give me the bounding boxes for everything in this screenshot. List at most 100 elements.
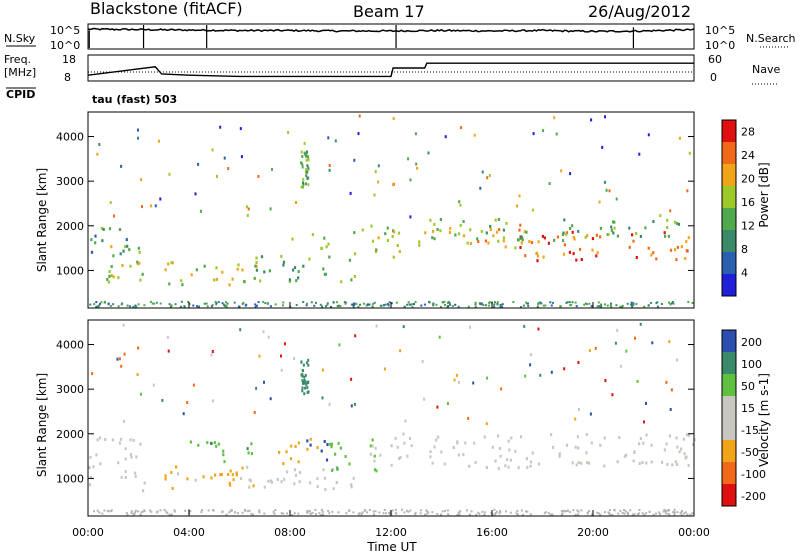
echo-cell-2 — [171, 261, 174, 265]
echo-cell-0 — [124, 245, 127, 249]
echo-cell-6 — [497, 239, 500, 243]
sparse-cell — [415, 162, 418, 166]
echo-cell-6 — [348, 462, 351, 466]
echo-cell-8 — [678, 450, 681, 454]
ground-scatter-cell — [544, 304, 547, 307]
sparse-cell — [263, 380, 265, 384]
sparse-cell — [137, 128, 139, 132]
echo-cell-8 — [550, 433, 553, 437]
ground-scatter-cell — [387, 304, 390, 307]
power-colorbar-swatch — [722, 120, 736, 143]
echo-cell-0 — [95, 453, 98, 457]
sparse-cell — [438, 335, 441, 339]
ground-scatter-cell — [180, 300, 183, 303]
ground-scatter-cell — [187, 508, 190, 511]
ground-scatter-cell — [237, 512, 239, 515]
ground-scatter-cell — [120, 303, 123, 306]
sparse-cell — [589, 412, 592, 416]
echo-cell-7 — [655, 257, 658, 261]
echo-cell-1 — [90, 238, 93, 242]
sky-axis-top-right: 10^5 — [705, 24, 735, 37]
echo-cell-2 — [215, 277, 218, 281]
ground-scatter-cell — [656, 301, 659, 304]
echo-cell-8 — [569, 226, 572, 230]
ground-scatter-cell — [607, 511, 610, 514]
echo-cell-5 — [386, 239, 389, 242]
echo-cell-8 — [457, 453, 460, 457]
ground-scatter-cell — [254, 303, 257, 306]
echo-cell-1 — [202, 475, 205, 479]
ground-scatter-cell — [560, 510, 563, 512]
echo-cell-1 — [102, 227, 105, 231]
ground-scatter-cell — [626, 511, 629, 514]
sparse-cell — [321, 368, 324, 372]
ground-scatter-cell — [568, 301, 571, 304]
ground-scatter-cell — [447, 305, 450, 308]
echo-cell-0 — [107, 280, 110, 284]
ground-scatter-cell — [143, 510, 146, 513]
echo-cell-1 — [210, 476, 213, 480]
echo-cell-7 — [565, 231, 569, 235]
sparse-cell — [421, 360, 424, 363]
sparse-cell — [479, 186, 482, 190]
echo-cell-2 — [280, 480, 283, 484]
ground-scatter-cell — [390, 302, 393, 305]
echo-cell-7 — [537, 240, 540, 244]
echo-cell-5 — [353, 231, 356, 235]
ground-scatter-cell — [537, 303, 540, 306]
power-panel — [89, 114, 694, 309]
ground-scatter-cell — [443, 300, 446, 303]
echo-cell-3 — [348, 258, 351, 262]
echo-cell-0 — [124, 447, 127, 451]
ground-scatter-cell — [314, 513, 317, 516]
echo-cell-8 — [618, 436, 621, 439]
sparse-cell — [524, 374, 527, 378]
echo-cell-0 — [138, 250, 141, 254]
ground-scatter-cell — [151, 302, 154, 305]
sparse-cell — [423, 397, 426, 401]
echo-cell-7 — [647, 246, 650, 250]
echo-cell-8 — [683, 452, 686, 456]
ground-scatter-cell — [623, 509, 626, 511]
echo-cell-0 — [108, 274, 111, 278]
ground-scatter-cell — [493, 303, 496, 306]
echo-cell-8 — [526, 465, 529, 469]
power-ylabel: Slant Range [km] — [35, 168, 49, 272]
echo-cell-3 — [295, 279, 298, 283]
echo-cell-8 — [558, 452, 561, 456]
ground-scatter-cell — [423, 303, 426, 306]
sparse-cell — [375, 324, 378, 328]
echo-cell-8 — [429, 455, 432, 459]
ground-scatter-cell — [266, 302, 269, 305]
ground-scatter-cell — [575, 305, 578, 308]
ground-scatter-cell — [318, 512, 321, 515]
ground-scatter-cell — [447, 301, 449, 304]
velocity-colorbar-swatch — [722, 440, 736, 463]
echo-cell-5 — [326, 443, 329, 446]
echo-cell-1 — [164, 477, 167, 481]
ground-scatter-cell — [427, 511, 430, 514]
ground-scatter-cell — [336, 305, 339, 308]
echo-cell-8 — [497, 467, 500, 471]
echo-cell-7 — [596, 251, 599, 255]
ground-scatter-cell — [295, 304, 298, 306]
echo-cell-4 — [311, 233, 314, 237]
power-y-axis: 1000 2000 3000 4000 — [56, 131, 694, 277]
echo-cell-3 — [268, 269, 271, 273]
column-cell — [307, 167, 310, 171]
ground-scatter-cell — [345, 512, 348, 515]
column-cell — [305, 174, 308, 178]
echo-cell-8 — [585, 433, 588, 436]
echo-cell-6 — [519, 223, 522, 227]
ground-scatter-cell — [322, 513, 325, 516]
ground-scatter-cell — [274, 303, 277, 306]
echo-cell-8 — [599, 226, 602, 230]
ground-scatter-cell — [474, 301, 477, 304]
echo-cell-8 — [635, 232, 638, 235]
ground-scatter-cell — [359, 303, 361, 306]
mhz-label: [MHz] — [4, 66, 36, 79]
sparse-cell — [529, 353, 532, 357]
ground-scatter-cell — [615, 304, 618, 307]
sparse-cell — [523, 324, 526, 328]
sparse-cell — [194, 192, 197, 196]
